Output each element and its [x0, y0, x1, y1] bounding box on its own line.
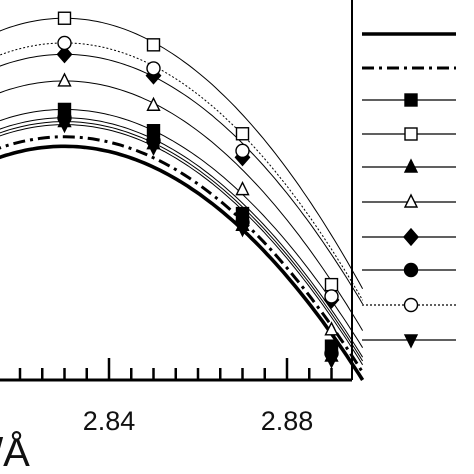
- series-9-point-2: [235, 223, 250, 238]
- series-5-point-2: [235, 181, 250, 196]
- series-8-point-1: [146, 61, 161, 76]
- series-5-point-3: [324, 321, 339, 336]
- markers-layer: [56, 11, 340, 369]
- series-4-line: [0, 121, 364, 362]
- legend-marker-5: [403, 193, 419, 208]
- series-9-point-3: [324, 354, 339, 369]
- series-8-line: [0, 42, 364, 301]
- legend-marker-7: [403, 262, 419, 278]
- x-axis-label-fragment: /Å: [0, 430, 30, 474]
- series-3-point-0: [57, 11, 72, 25]
- series-3-point-1: [146, 38, 161, 52]
- legend-marker-2: [404, 93, 418, 107]
- series-9-line: [0, 124, 364, 366]
- series-3-point-2: [235, 127, 250, 141]
- series-9-point-0: [57, 118, 72, 134]
- legend-marker-4: [403, 158, 419, 173]
- legend-marker-3: [404, 127, 418, 141]
- series-8-point-3: [324, 289, 339, 304]
- series-3-line: [0, 17, 364, 290]
- legend-marker-8: [403, 297, 419, 313]
- series-5-line: [0, 80, 364, 331]
- x-axis: 2.84 2.88 /Å: [0, 0, 353, 474]
- series-0-line: [0, 144, 365, 381]
- series-8-point-2: [235, 143, 250, 159]
- series-6-line: [0, 53, 364, 305]
- series-3-point-3: [324, 277, 339, 292]
- series-7-line: [0, 117, 364, 358]
- series-6-point-0: [56, 45, 73, 64]
- x-tick-label-2.88: 2.88: [261, 406, 314, 436]
- series-2-line: [0, 108, 364, 348]
- series-5-point-1: [146, 96, 161, 111]
- legend: [362, 32, 456, 349]
- curves-layer: [0, 17, 365, 381]
- series-5-point-0: [57, 72, 72, 87]
- x-tick-label-2.84: 2.84: [83, 406, 136, 436]
- series-9-point-1: [146, 141, 161, 157]
- legend-marker-9: [403, 334, 419, 349]
- x-ticks: [18, 358, 333, 380]
- series-1-line: [0, 135, 364, 374]
- legend-marker-6: [403, 227, 419, 247]
- series-8-point-0: [57, 35, 72, 51]
